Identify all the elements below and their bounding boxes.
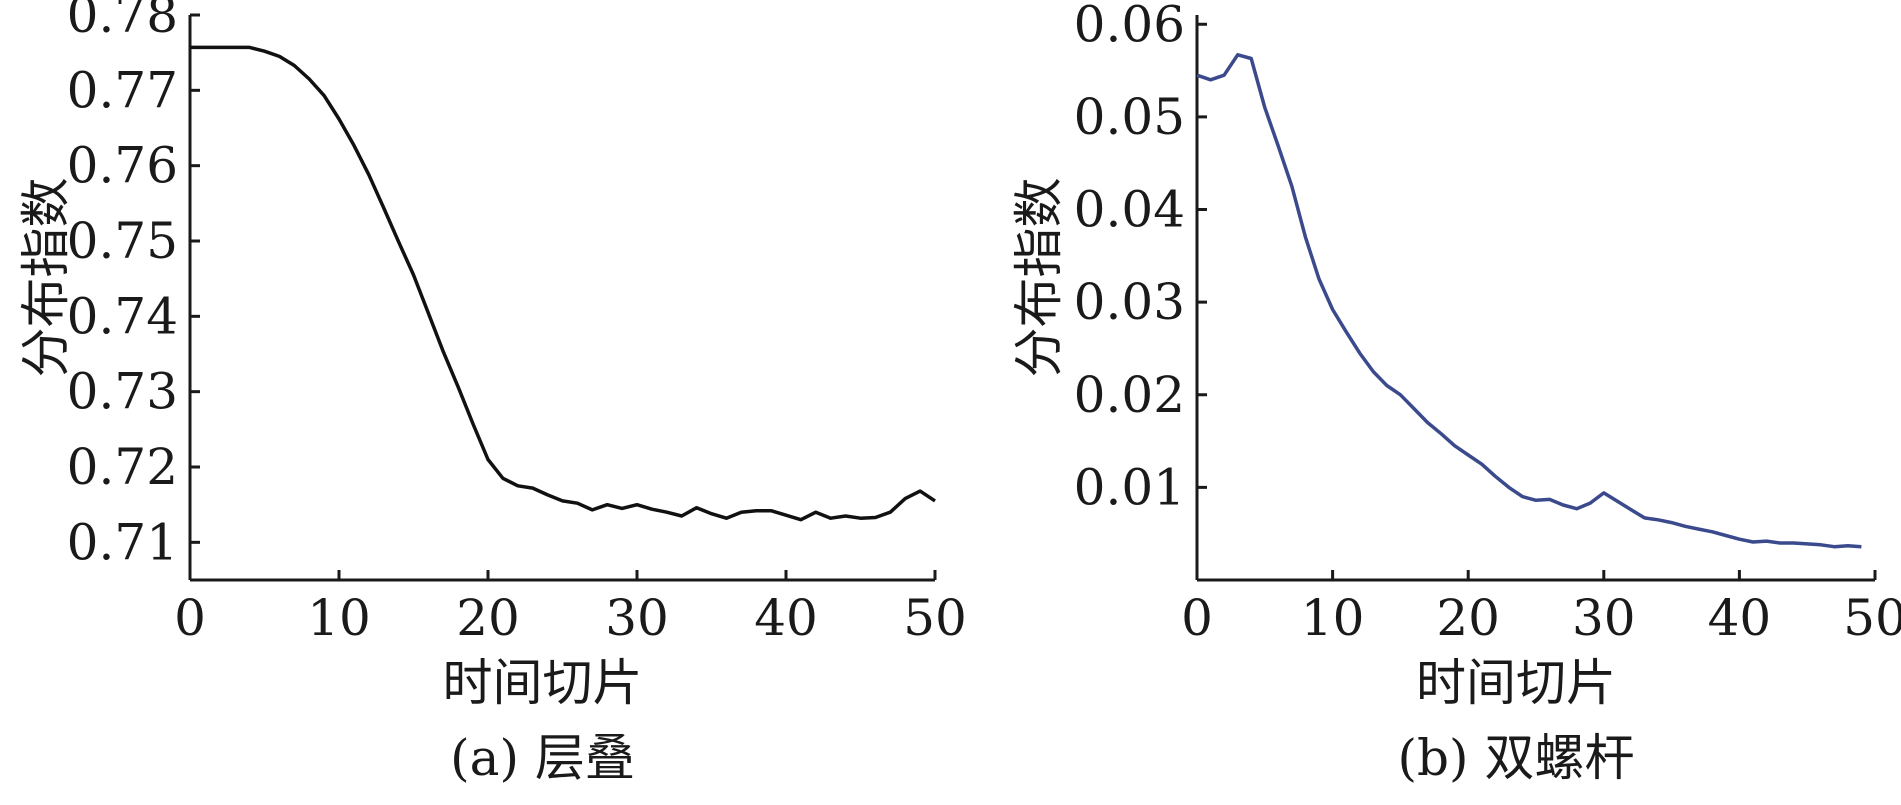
panel-b-tick-labels: 0 10 20 30 40 50 0.01 0.02 0.03 0.04 0.05 0.06 xyxy=(1074,0,1901,647)
y-tick-label: 0.06 xyxy=(1074,0,1185,53)
panel-a-x-axis-title: 时间切片 xyxy=(443,654,643,712)
x-tick-label: 20 xyxy=(456,589,520,647)
x-tick-label: 30 xyxy=(1572,589,1636,647)
x-tick-label: 50 xyxy=(1843,589,1901,647)
y-tick-label: 0.01 xyxy=(1074,458,1185,516)
y-tick-label: 0.71 xyxy=(67,513,178,571)
panel-b-ticks xyxy=(1195,22,1877,580)
y-tick-label: 0.74 xyxy=(67,287,178,345)
panel-b-y-axis-title: 分布指数 xyxy=(1010,178,1068,378)
y-tick-label: 0.03 xyxy=(1074,273,1185,331)
x-tick-label: 30 xyxy=(605,589,669,647)
panel-a-y-axis-title: 分布指数 xyxy=(17,178,75,378)
y-tick-label: 0.72 xyxy=(67,438,178,496)
y-tick-label: 0.76 xyxy=(67,137,178,195)
panel-b-x-axis-title: 时间切片 xyxy=(1416,654,1616,712)
y-tick-label: 0.02 xyxy=(1074,366,1185,424)
y-tick-label: 0.04 xyxy=(1074,181,1185,239)
y-tick-label: 0.75 xyxy=(67,212,178,270)
x-tick-label: 0 xyxy=(174,589,206,647)
panel-b-caption: (b) 双螺杆 xyxy=(1398,729,1635,787)
panel-a-chart: 0 10 20 30 40 50 0.71 0.72 0.73 0.74 0.75 0.76 0.77 0… xyxy=(17,0,967,787)
x-tick-label: 10 xyxy=(307,589,371,647)
panel-a-series-line xyxy=(190,45,936,522)
y-tick-label: 0.78 xyxy=(67,0,178,44)
panel-a-ticks xyxy=(188,13,937,580)
x-tick-label: 20 xyxy=(1436,589,1500,647)
panel-b-chart: 0 10 20 30 40 50 0.01 0.02 0.03 0.04 0.05 0.06 时间切片… xyxy=(1010,0,1901,787)
y-tick-label: 0.77 xyxy=(67,61,178,119)
y-tick-label: 0.05 xyxy=(1074,88,1185,146)
y-tick-label: 0.73 xyxy=(67,363,178,421)
panel-b-series-line xyxy=(1196,53,1862,549)
x-tick-label: 40 xyxy=(1708,589,1772,647)
x-tick-label: 40 xyxy=(754,589,818,647)
panel-a-caption: (a) 层叠 xyxy=(450,729,635,787)
x-tick-label: 0 xyxy=(1181,589,1213,647)
x-tick-label: 10 xyxy=(1301,589,1365,647)
panel-a-tick-labels: 0 10 20 30 40 50 0.71 0.72 0.73 0.74 0.75 0.76 0.77 0… xyxy=(67,0,967,647)
x-tick-label: 50 xyxy=(903,589,967,647)
